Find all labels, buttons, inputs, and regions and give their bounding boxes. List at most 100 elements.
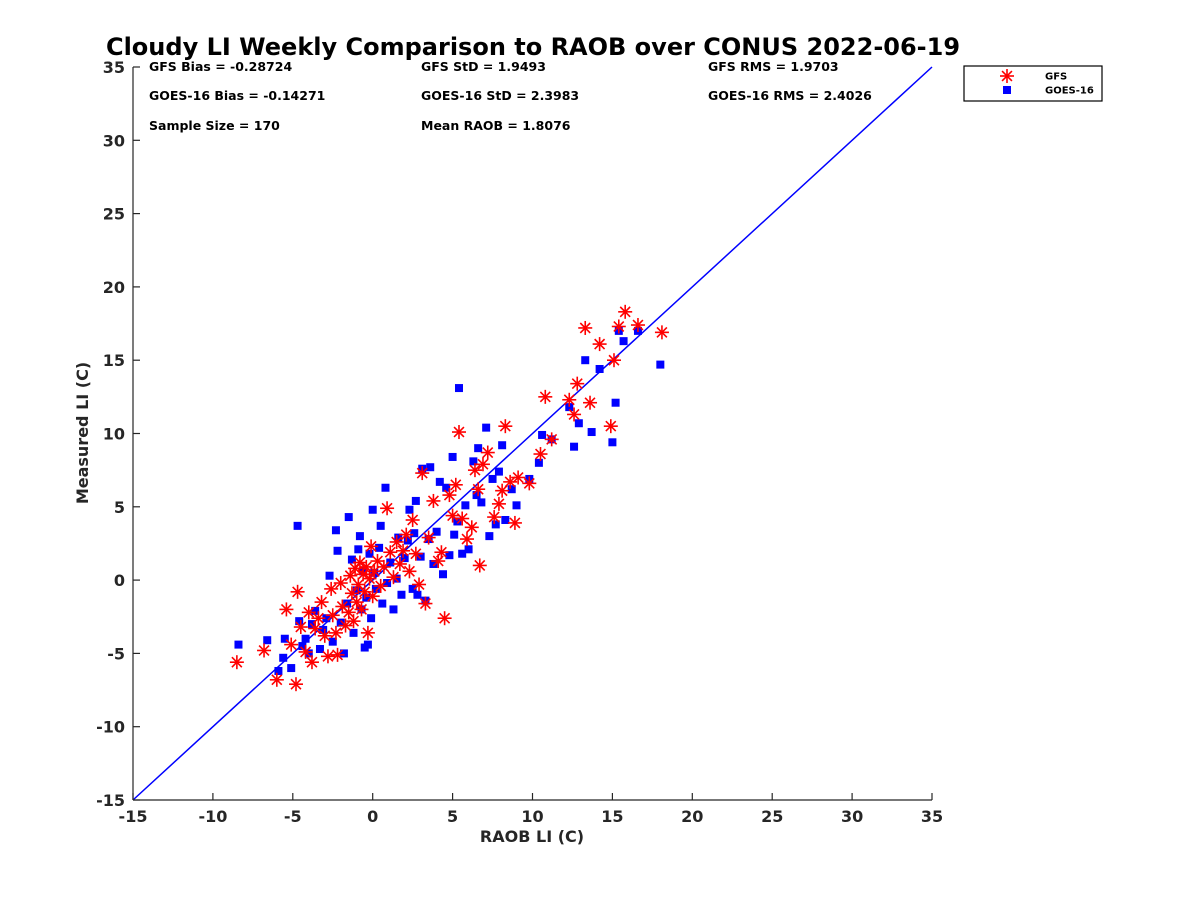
gfs-point [511,470,526,485]
goes-16-point [454,384,463,393]
asterisk-stroke [656,326,668,338]
goes-16-point [365,549,374,558]
goes-16-point [461,501,470,510]
asterisk-stroke [362,627,374,639]
gfs-point [498,419,513,434]
ticks-layer: -15 -10 -5 0 5 10 15 20 25 30 35 -15 -10 -5 0 5 10 15 20 25… [96,58,943,826]
gfs-point [448,477,463,492]
gfs-point [330,647,345,662]
goes-16-point [501,515,510,524]
gfs-point [583,395,598,410]
gfs-point [603,419,618,434]
gfs-point [389,534,404,549]
gfs-point [522,476,537,491]
goes-16-point [488,474,497,483]
goes-16-point [280,634,289,643]
goes-16-point [383,579,392,588]
gfs-point [364,539,379,554]
asterisk-stroke [423,532,435,544]
gfs-point [383,545,398,560]
gfs-point [290,584,305,599]
gfs-point [606,353,621,368]
goes-16-point [298,642,307,651]
asterisk-stroke [306,656,318,668]
asterisk-stroke [290,678,302,690]
gfs-point [257,643,272,658]
gfs-point [451,425,466,440]
x-tick-label: 15 [601,807,623,826]
gfs-point [455,511,470,526]
goes-16-point [498,441,507,450]
goes-16-point [315,645,324,654]
y-tick-label: 15 [103,351,125,370]
y-axis-label: Measured LI (C) [73,362,92,504]
gfs-point [426,493,441,508]
goes-16-point [293,521,302,530]
goes-16-point [448,452,457,461]
asterisk-stroke [619,306,631,318]
gfs-point [373,578,388,593]
y-tick-label: 30 [103,131,125,150]
asterisk-stroke [355,603,368,615]
goes-16-point [442,483,451,492]
asterisk-stroke [303,606,315,618]
asterisk-stroke [344,570,356,582]
gfs-point [408,546,423,561]
gfs-point [445,508,460,523]
goes-16-point [400,554,409,563]
asterisk-stroke [295,621,307,633]
goes-16-point [482,423,491,432]
gfs-point [317,628,332,643]
gfs-point [325,608,340,623]
gfs-point [533,447,548,462]
goes-16-point [331,526,340,535]
asterisk-stroke [477,458,489,470]
goes-16-point [595,364,604,373]
goes-16-point [386,558,395,567]
gfs-point [475,457,490,472]
goes-16-point [403,536,412,545]
goes-16-point [381,483,390,492]
asterisk-stroke [443,489,455,501]
goes-16-point [347,555,356,564]
gfs-point [611,319,626,334]
asterisk-stroke [466,521,478,533]
goes-16-point [474,444,483,453]
statistics-annotations: GFS Bias = -0.28724 GFS StD = 1.9493 GFS R… [149,59,872,133]
x-tick-label: 10 [521,807,543,826]
goes-16-point [469,457,478,466]
goes-16-point [507,485,516,494]
gfs-point [459,532,474,547]
x-tick-label: 30 [841,807,863,826]
goes-16-point [263,636,272,645]
gfs-point [324,581,339,596]
goes-16-point [464,545,473,554]
goes-16-point [413,590,422,599]
goes-16-point [408,584,417,593]
gfs-point [472,558,487,573]
goes-16-point [279,653,288,662]
gfs-point [279,602,294,617]
goes-16-point [439,570,448,579]
asterisk-stroke [504,476,516,488]
goes-16-point [301,634,310,643]
asterisk-stroke [568,408,580,420]
goes-16-point [491,520,500,529]
gfs-point [544,432,559,447]
asterisk-stroke [447,510,459,522]
x-axis-label: RAOB LI (C) [480,827,584,846]
gfs-point [487,510,502,525]
gfs-point [405,512,420,527]
goes-16-point [378,599,387,608]
goes-16-point [287,664,296,673]
asterisk-stroke [472,483,484,495]
gfs-point [471,482,486,497]
goes-16-point [432,527,441,536]
gfs-point [578,320,593,335]
goes-16-point [458,549,467,558]
gfs-point [293,620,308,635]
goes-16-point [319,625,328,634]
gfs-point [229,655,244,670]
gfs-point [442,488,457,503]
y-tick-label: 35 [103,58,125,77]
